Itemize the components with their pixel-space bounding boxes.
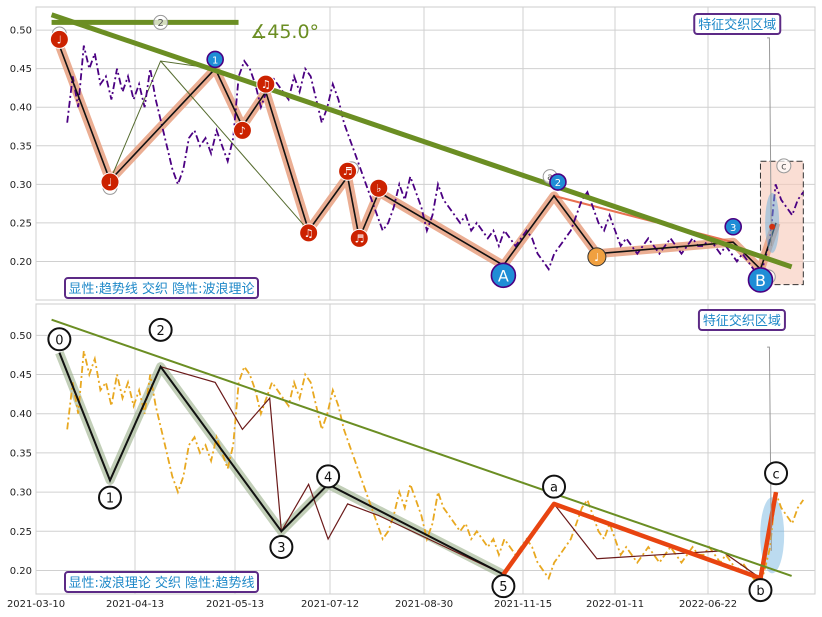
hollow-marker-label: c — [781, 161, 787, 172]
wave-label: 0 — [55, 333, 63, 348]
blue-marker-label: 3 — [730, 223, 736, 234]
red-marker-label: ♬ — [343, 165, 353, 178]
zone-dot — [769, 223, 776, 230]
zone-label: 特征交织区域 — [698, 17, 776, 33]
price-line — [66, 350, 805, 589]
wave-label-circle — [748, 578, 773, 603]
mode-label-box — [64, 571, 259, 593]
wave-thin — [160, 366, 761, 579]
blue-marker-label: A — [498, 266, 509, 285]
orange-marker-label: ♩ — [594, 251, 599, 264]
x-tick-label: 2021-04-13 — [106, 599, 164, 610]
red-marker-label: ♬ — [354, 232, 364, 245]
x-tick-label: 2021-11-15 — [494, 599, 552, 610]
trendline — [50, 12, 793, 270]
red-marker — [369, 178, 389, 198]
blue-marker — [549, 173, 567, 191]
wave-label: 2 — [156, 324, 164, 339]
y-tick-label: 0.30 — [10, 488, 32, 499]
red-marker-label: ♫ — [304, 227, 314, 240]
x-tick-label: 2022-06-22 — [679, 599, 737, 610]
wave-label: a — [550, 481, 558, 496]
y-tick-label: 0.50 — [10, 26, 32, 37]
wave-label-circle — [47, 327, 72, 352]
x-tick-label: 2021-05-13 — [206, 599, 264, 610]
zone-arrow — [767, 37, 772, 247]
wave-label: c — [772, 467, 779, 482]
x-tick-label: 2021-03-10 — [7, 599, 65, 610]
hollow-marker — [776, 158, 792, 174]
zone-highlight — [765, 192, 780, 253]
y-tick-label: 0.25 — [10, 218, 32, 229]
wave-label-circle — [269, 534, 294, 559]
blue-marker-label: 2 — [555, 178, 561, 189]
y-tick-label: 0.40 — [10, 409, 32, 420]
red-marker — [338, 161, 358, 181]
orange-marker — [587, 247, 607, 267]
hollow-marker-label: 2 — [157, 18, 163, 29]
wave-label-circle — [764, 461, 789, 486]
wave-label: 3 — [277, 541, 285, 556]
y-tick-label: 0.25 — [10, 527, 32, 538]
zone-label-box — [693, 13, 782, 35]
wave-red — [501, 491, 779, 581]
y-tick-label: 0.20 — [10, 257, 32, 268]
red-marker-label: ♪ — [239, 124, 246, 137]
wave-label: 4 — [324, 470, 332, 485]
mode-label: 显性:波浪理论 交织 隐性:趋势线 — [68, 575, 254, 591]
red-marker-label: ♩ — [57, 33, 62, 46]
y-tick-label: 0.30 — [10, 180, 32, 191]
red-marker — [256, 74, 276, 94]
mode-label-box — [64, 277, 259, 299]
wave-label: 5 — [499, 580, 507, 595]
y-tick-label: 0.45 — [10, 370, 32, 381]
red-marker — [232, 120, 252, 140]
x-tick-label: 2021-08-30 — [395, 599, 453, 610]
blue-marker — [206, 50, 224, 69]
x-tick-label: 2021-07-12 — [301, 599, 359, 610]
y-tick-label: 0.35 — [10, 141, 32, 152]
red-marker-label: ♭ — [376, 182, 381, 195]
wave-label-circle — [542, 474, 567, 499]
angle-annotation: ∡45.0° — [250, 21, 319, 43]
zone-label: 特征交织区域 — [703, 313, 781, 329]
panel-top: 0.200.250.300.350.400.450.50∡45.0°2ac0♩♩… — [10, 6, 816, 301]
red-marker — [49, 29, 69, 49]
blue-marker — [490, 262, 517, 289]
wave-label-circle — [98, 485, 123, 510]
wave-label: 1 — [106, 492, 114, 507]
y-tick-label: 0.20 — [10, 566, 32, 577]
hollow-marker — [153, 14, 169, 30]
wave-label-circle — [148, 317, 173, 342]
blue-marker-label: B — [755, 271, 766, 290]
red-marker — [100, 172, 120, 192]
y-tick-label: 0.40 — [10, 103, 32, 114]
blue-marker-label: 1 — [212, 55, 218, 66]
y-tick-label: 0.35 — [10, 448, 32, 459]
wave-guide-line — [160, 60, 309, 231]
mode-label: 显性:趋势线 交织 隐性:波浪理论 — [68, 281, 254, 297]
x-tick-label: 2022-01-11 — [586, 599, 644, 610]
wave-label-circle — [491, 574, 516, 599]
blue-marker — [747, 267, 774, 293]
trendline — [51, 318, 792, 577]
wave-label: b — [756, 584, 764, 599]
red-marker — [349, 228, 369, 248]
red-marker — [299, 223, 319, 243]
price-line — [66, 45, 805, 279]
y-tick-label: 0.50 — [10, 331, 32, 342]
zone-label-box — [697, 309, 786, 331]
red-marker-label: ♫ — [261, 78, 271, 91]
wave-black — [58, 352, 504, 576]
wave-label-circle — [316, 464, 341, 489]
hollow-marker-label: a — [547, 172, 553, 183]
y-tick-label: 0.45 — [10, 64, 32, 75]
blue-marker — [724, 217, 743, 236]
red-marker-label: ♩ — [107, 176, 112, 189]
